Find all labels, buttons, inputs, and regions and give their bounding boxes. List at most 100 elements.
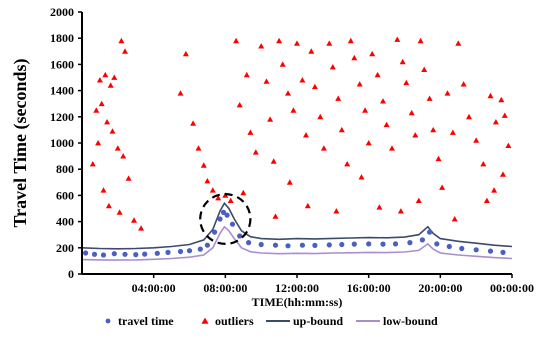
travel-time-point-30 (392, 241, 399, 247)
outlier-point-58 (362, 107, 369, 113)
travel-time-point-14 (217, 216, 223, 222)
legend-label-outliers: outliers (215, 314, 254, 328)
outlier-point-91 (333, 208, 340, 214)
travel-time-point-32 (419, 237, 425, 243)
outlier-point-99 (397, 208, 404, 214)
outlier-point-85 (498, 96, 505, 103)
outlier-point-62 (380, 98, 386, 104)
travel-time-point-1 (91, 251, 98, 257)
y-tick-label-800: 800 (56, 162, 74, 176)
y-tick-label-1600: 1600 (50, 57, 74, 71)
x-tick-label-12: 12:00:00 (275, 281, 319, 295)
y-tick-label-200: 200 (56, 241, 74, 255)
travel-time-point-21 (272, 242, 279, 248)
outlier-point-23 (195, 145, 202, 151)
y-tick-label-400: 400 (56, 215, 74, 229)
outlier-point-88 (500, 171, 506, 177)
outlier-point-61 (374, 71, 381, 78)
legend-marker-travel-time (105, 318, 111, 324)
outlier-point-8 (104, 119, 111, 125)
travel-time-point-8 (165, 249, 171, 255)
x-tick-label-8: 08:00:00 (203, 281, 247, 295)
outlier-point-9 (109, 128, 116, 134)
outlier-point-98 (358, 174, 365, 180)
travel-time-point-15 (220, 209, 227, 215)
outlier-point-10 (114, 145, 121, 151)
y-tick-label-1800: 1800 (50, 31, 74, 45)
y-tick-label-600: 600 (56, 188, 74, 202)
outlier-point-48 (317, 113, 324, 120)
outlier-point-51 (329, 64, 336, 70)
outlier-point-65 (394, 36, 401, 42)
y-axis-title: Travel Time (seconds) (10, 59, 31, 228)
outlier-point-2 (102, 71, 109, 78)
outlier-point-50 (326, 40, 333, 46)
outlier-point-70 (417, 37, 424, 44)
legend-label-up-bound: up-bound (293, 314, 343, 328)
outlier-point-86 (501, 112, 508, 118)
travel-time-point-19 (246, 240, 252, 246)
outlier-point-11 (120, 153, 127, 159)
outlier-point-16 (131, 217, 137, 223)
outlier-point-25 (204, 178, 211, 184)
outlier-point-52 (335, 95, 342, 101)
x-tick-label-16: 16:00:00 (347, 281, 391, 295)
travel-time-point-0 (83, 250, 89, 256)
x-tick-label-4: 04:00:00 (132, 281, 176, 295)
travel-time-point-34 (434, 241, 440, 247)
travel-time-point-4 (122, 251, 128, 257)
travel-time-point-28 (366, 241, 372, 247)
outlier-point-0 (93, 107, 100, 113)
travel-time-point-22 (285, 243, 291, 249)
travel-time-point-2 (100, 252, 107, 258)
outlier-point-57 (356, 81, 363, 87)
outlier-point-72 (426, 95, 433, 101)
y-tick-label-2000: 2000 (50, 5, 74, 19)
y-tick-label-1000: 1000 (50, 136, 74, 150)
outlier-point-95 (415, 197, 422, 203)
outlier-point-30 (233, 37, 240, 44)
plot-area (81, 36, 513, 261)
travel-time-point-23 (299, 242, 305, 248)
outlier-point-35 (258, 43, 265, 49)
outlier-point-53 (338, 126, 345, 133)
outlier-point-19 (95, 140, 102, 146)
travel-time-point-36 (459, 245, 465, 252)
travel-time-point-11 (197, 246, 203, 252)
outlier-point-63 (383, 121, 390, 128)
outlier-point-71 (421, 66, 428, 72)
outlier-point-20 (182, 50, 189, 57)
travel-time-point-33 (427, 229, 433, 235)
outlier-point-55 (347, 37, 354, 44)
outlier-point-76 (444, 90, 451, 96)
outlier-point-56 (351, 54, 358, 61)
outlier-point-80 (466, 113, 472, 120)
x-axis-title: TIME(hh:mm:ss) (252, 295, 343, 309)
outlier-point-39 (276, 37, 283, 44)
travel-time-point-6 (142, 251, 148, 257)
outlier-point-73 (430, 126, 437, 133)
outlier-point-60 (369, 50, 376, 57)
outlier-point-46 (308, 48, 315, 54)
outlier-point-79 (460, 81, 467, 87)
outlier-point-66 (399, 58, 406, 65)
travel-time-point-35 (446, 243, 452, 250)
outlier-point-26 (209, 187, 216, 193)
outlier-point-31 (236, 102, 243, 108)
outlier-point-96 (240, 189, 247, 196)
travel-time-point-10 (186, 248, 193, 254)
outlier-point-74 (435, 155, 442, 162)
travel-time-point-31 (407, 240, 413, 246)
outlier-point-41 (285, 90, 291, 96)
outlier-point-37 (267, 116, 274, 122)
outlier-point-94 (376, 204, 383, 210)
outlier-point-14 (105, 202, 112, 209)
outlier-point-45 (303, 132, 309, 138)
travel-time-point-37 (473, 247, 479, 253)
travel-time-point-17 (229, 221, 236, 227)
outlier-point-83 (487, 92, 494, 99)
outlier-point-97 (286, 179, 293, 185)
travel-time-point-27 (351, 241, 357, 247)
outlier-point-59 (365, 140, 372, 146)
outlier-point-27 (215, 195, 222, 201)
